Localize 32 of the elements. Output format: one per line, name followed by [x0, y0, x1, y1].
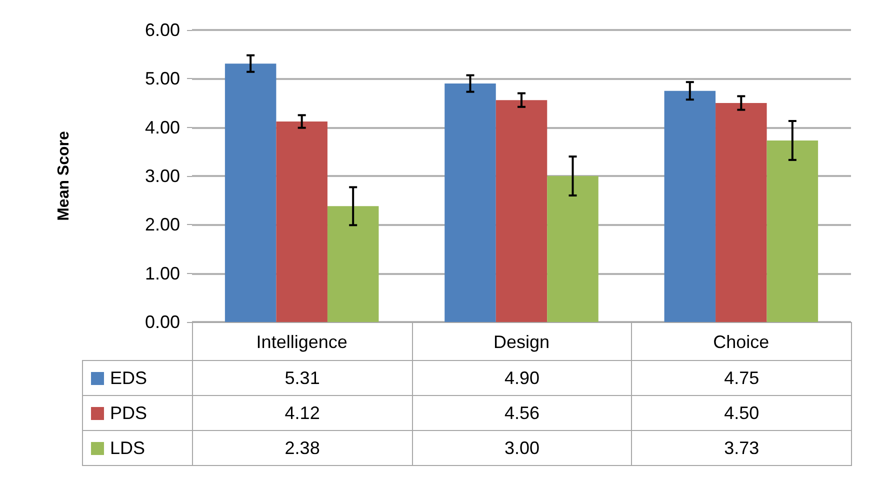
bar — [327, 206, 379, 322]
bar — [547, 176, 598, 322]
data-label: 4.12 — [192, 396, 412, 430]
legend-label: LDS — [110, 438, 146, 458]
bar — [224, 64, 276, 322]
data-label: 4.75 — [632, 360, 852, 396]
legend-label: PDS — [110, 402, 148, 422]
data-label: 4.90 — [412, 360, 632, 396]
y-tick-label: 2.00 — [144, 214, 180, 235]
bar — [766, 140, 818, 322]
data-label: 4.56 — [412, 396, 632, 430]
data-label: 4.50 — [632, 396, 852, 430]
bar — [664, 90, 716, 322]
x-tick-label: Intelligence — [256, 332, 348, 352]
y-tick-label: 5.00 — [144, 68, 180, 89]
bar — [716, 103, 767, 322]
data-label: 5.31 — [192, 360, 412, 396]
data-label: 2.38 — [192, 430, 412, 466]
data-label: 3.00 — [412, 430, 632, 466]
y-tick-label: 0.00 — [144, 312, 180, 332]
bar — [444, 84, 496, 322]
y-tick-label: 6.00 — [144, 20, 180, 40]
bar — [276, 121, 328, 322]
y-tick-label: 1.00 — [144, 263, 180, 284]
x-tick-label: Design — [493, 332, 550, 352]
data-label: 3.73 — [632, 430, 852, 466]
bar — [496, 100, 548, 322]
legend-label: EDS — [110, 368, 148, 388]
y-tick-label: 3.00 — [144, 166, 180, 186]
x-tick-label: Choice — [713, 332, 770, 352]
y-axis-title: Mean Score — [56, 130, 72, 221]
y-tick-label: 4.00 — [144, 117, 180, 138]
